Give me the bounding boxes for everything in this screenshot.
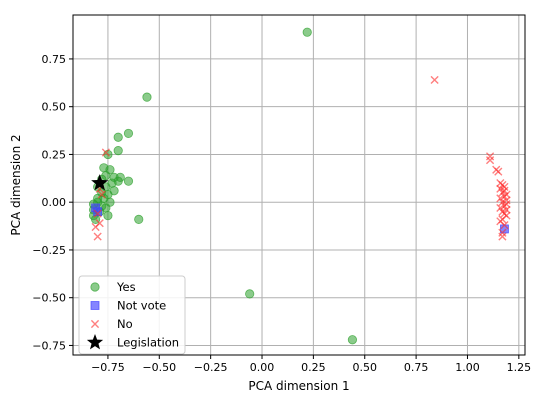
y-axis-label: PCA dimension 2 <box>9 134 23 235</box>
data-point-no <box>91 222 100 232</box>
y-tick-label: −0.25 <box>32 244 66 257</box>
legend-marker-yes <box>90 282 100 292</box>
legend-label-legislation: Legislation <box>117 336 179 350</box>
data-point-no <box>498 188 507 197</box>
legend-box <box>78 275 186 355</box>
data-point-no <box>485 156 495 165</box>
x-tick-label: 0.25 <box>301 361 326 374</box>
x-tick-label: 0.75 <box>404 361 429 374</box>
y-tick-label: −0.50 <box>32 292 66 305</box>
legend-marker-legislation <box>86 333 104 350</box>
data-point-yes <box>103 210 113 221</box>
data-point-yes <box>134 214 144 224</box>
data-point-no <box>101 148 110 157</box>
data-point-yes <box>113 146 123 156</box>
y-tick-label: 0.00 <box>42 196 67 209</box>
series-no <box>91 75 511 241</box>
data-point-not-vote <box>93 207 103 217</box>
series-legislation <box>91 174 109 191</box>
data-point-no <box>494 167 503 176</box>
data-point-no <box>97 190 106 199</box>
legend-label-no: No <box>117 317 133 331</box>
data-point-yes <box>123 176 134 186</box>
data-point-no <box>93 209 102 218</box>
data-point-no <box>498 232 507 241</box>
data-point-no <box>485 152 495 161</box>
data-point-yes <box>113 132 123 142</box>
data-point-no <box>498 198 507 207</box>
x-tick-label: 0.00 <box>250 361 275 374</box>
data-point-no <box>500 192 509 201</box>
legend: Yes Not vote No Legislation <box>78 275 186 355</box>
y-tick-label: −0.75 <box>32 339 66 352</box>
data-point-no <box>430 75 439 85</box>
x-tick-label: 1.00 <box>455 361 480 374</box>
data-point-no <box>496 203 505 213</box>
y-tick-label: 0.50 <box>42 101 67 114</box>
data-point-no <box>500 201 509 211</box>
y-tick-label: 0.25 <box>42 148 67 161</box>
x-axis-label: PCA dimension 1 <box>248 379 349 393</box>
x-axis-ticks: −0.75 −0.50 −0.25 0.00 0.25 0.50 0.75 1.00 1.25 <box>91 355 531 374</box>
x-tick-label: −0.50 <box>142 361 176 374</box>
data-point-no <box>93 232 102 241</box>
plot-frame <box>72 14 526 356</box>
data-point-yes <box>302 27 312 37</box>
data-point-yes <box>123 128 134 139</box>
data-point-yes <box>142 92 152 102</box>
y-tick-label: 0.75 <box>42 53 67 66</box>
x-tick-label: −0.25 <box>194 361 228 374</box>
series-not-vote <box>91 203 509 234</box>
x-tick-label: −0.75 <box>91 361 125 374</box>
x-tick-label: 0.50 <box>352 361 377 374</box>
y-axis-ticks: −0.75 −0.50 −0.25 0.00 0.25 0.50 0.75 <box>32 53 73 352</box>
data-point-yes <box>245 289 255 299</box>
series-yes <box>88 27 358 345</box>
data-point-yes <box>347 335 358 345</box>
data-point-legislation <box>91 174 109 191</box>
legend-label-yes: Yes <box>116 280 136 294</box>
legend-marker-no <box>90 319 100 329</box>
x-tick-label: 1.25 <box>507 361 532 374</box>
legend-marker-not-vote <box>90 301 100 310</box>
data-points <box>88 27 511 345</box>
data-point-no <box>500 221 509 230</box>
legend-label-not-vote: Not vote <box>117 299 166 313</box>
